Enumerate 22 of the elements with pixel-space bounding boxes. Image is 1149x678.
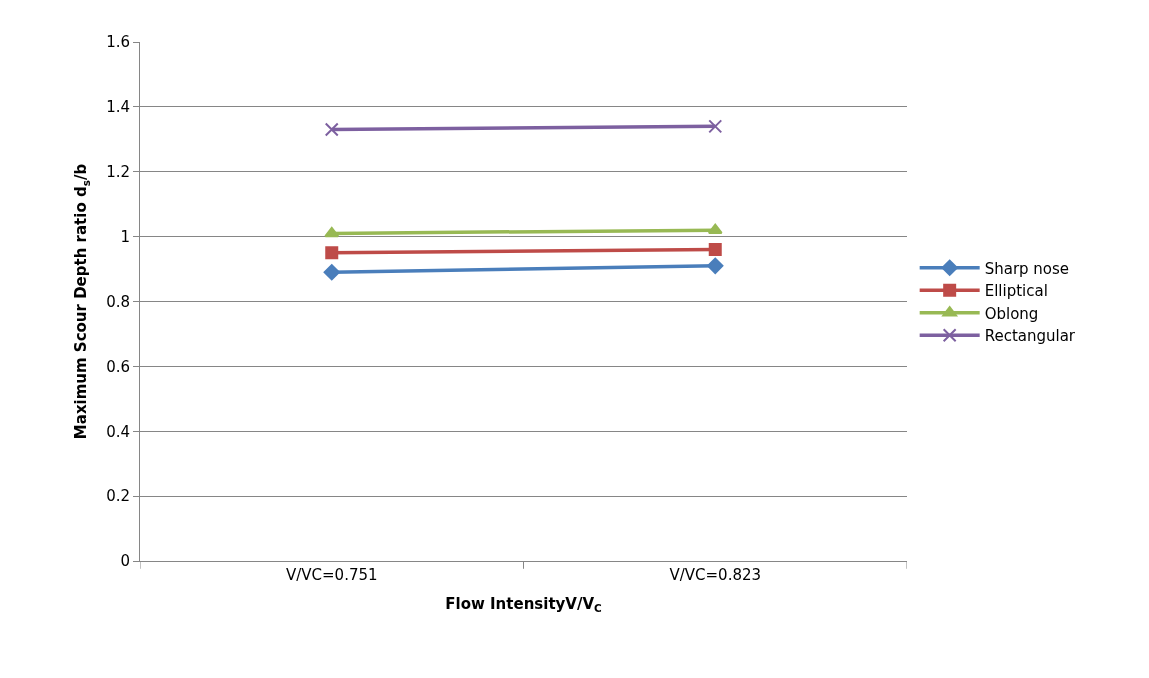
y-tick-label: 1.6 bbox=[106, 33, 130, 52]
y-tick-label: 1.2 bbox=[106, 163, 130, 181]
point bbox=[325, 246, 339, 260]
x-axis-title: Flow IntensityV/V$_{C}$ bbox=[445, 595, 603, 615]
y-tick-label: 1 bbox=[120, 227, 130, 246]
y-tick-label: 0.2 bbox=[106, 487, 130, 506]
y-tick-label: 0.8 bbox=[106, 292, 130, 311]
legend-label: Rectangular bbox=[984, 327, 1076, 346]
legend-label: Sharp nose bbox=[984, 259, 1070, 278]
legend-label: Elliptical bbox=[984, 282, 1048, 301]
y-tick-label: 0 bbox=[120, 552, 130, 571]
x-tick-label: V/VC=0.751 bbox=[285, 566, 378, 584]
point bbox=[323, 264, 340, 281]
point bbox=[707, 257, 724, 274]
y-tick-label: 1.4 bbox=[106, 98, 130, 117]
x-tick-label: V/VC=0.823 bbox=[669, 566, 762, 584]
y-tick-label: 0.6 bbox=[106, 357, 130, 376]
point bbox=[324, 122, 339, 137]
point bbox=[708, 243, 722, 257]
y-tick-label: 0.4 bbox=[106, 422, 130, 441]
legend-label: Oblong bbox=[984, 304, 1039, 323]
point bbox=[708, 119, 723, 134]
